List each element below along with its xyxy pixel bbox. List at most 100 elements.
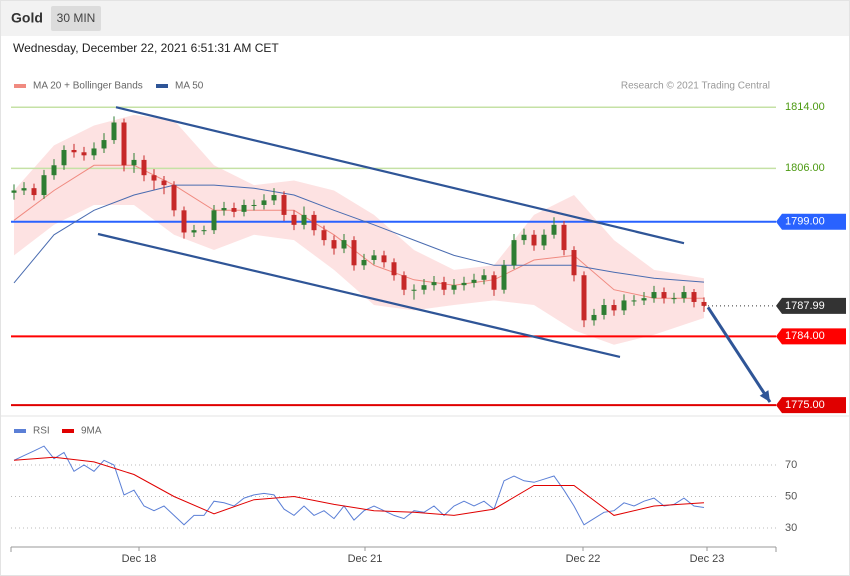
candle-body <box>341 240 347 249</box>
candle-body <box>431 282 437 286</box>
candle-body <box>201 230 207 232</box>
candle-body <box>391 262 397 276</box>
candle-body <box>621 300 627 311</box>
candle-body <box>591 314 597 321</box>
candle-body <box>211 210 217 231</box>
candle-body <box>291 214 297 225</box>
arrow-head <box>759 390 770 402</box>
candle-body <box>451 285 457 290</box>
y-tick-label: 70 <box>785 459 797 471</box>
candle-body <box>81 152 87 156</box>
candle-body <box>581 275 587 321</box>
candle-body <box>601 305 607 315</box>
x-tick-label: Dec 21 <box>348 553 383 565</box>
candle-body <box>521 234 527 241</box>
header-bar <box>1 1 849 36</box>
candle-body <box>181 210 187 233</box>
candle-body <box>41 175 47 196</box>
candle-body <box>471 279 477 283</box>
level-label: 1814.00 <box>785 101 825 113</box>
candle-body <box>231 208 237 212</box>
interval-badge[interactable] <box>51 6 101 31</box>
candle-body <box>441 282 447 290</box>
candle-body <box>551 224 557 235</box>
candle-body <box>381 255 387 263</box>
legend-label: 9MA <box>81 426 102 437</box>
candle-body <box>701 301 707 306</box>
candle-body <box>501 265 507 290</box>
level-box <box>776 397 846 414</box>
legend-swatch <box>14 84 26 88</box>
candle-body <box>241 204 247 212</box>
candle-body <box>511 240 517 266</box>
y-tick-label: 30 <box>785 522 797 534</box>
level-box <box>776 328 846 345</box>
level-label: 1787.99 <box>785 300 825 312</box>
candle-body <box>681 292 687 299</box>
candle-body <box>111 122 117 141</box>
candle-body <box>571 250 577 276</box>
level-label: 1784.00 <box>785 330 825 342</box>
y-tick-label: 50 <box>785 490 797 502</box>
candle-body <box>141 159 147 176</box>
candle-body <box>31 188 37 196</box>
level-label: 1806.00 <box>785 162 825 174</box>
candle-body <box>161 180 167 186</box>
candle-body <box>191 230 197 233</box>
candle-body <box>371 255 377 260</box>
legend-swatch <box>156 84 168 88</box>
candle-body <box>21 188 27 191</box>
candle-body <box>261 200 267 205</box>
candle-body <box>541 234 547 246</box>
channel-line <box>115 106 685 245</box>
candle-body <box>411 289 417 291</box>
legend-label: RSI <box>33 426 50 437</box>
candle-body <box>651 292 657 299</box>
candle-body <box>401 275 407 290</box>
candle-body <box>561 224 567 251</box>
candle-body <box>671 298 677 300</box>
candle-body <box>491 275 497 290</box>
candle-body <box>91 148 97 156</box>
legend-label: MA 50 <box>175 81 204 92</box>
candle-body <box>71 149 77 153</box>
candle-body <box>271 195 277 201</box>
candle-body <box>611 305 617 311</box>
x-tick-label: Dec 23 <box>690 553 725 565</box>
legend-swatch <box>14 429 26 433</box>
candle-body <box>421 285 427 290</box>
legend-swatch <box>62 429 74 433</box>
candle-body <box>121 122 127 166</box>
candle-body <box>251 204 257 206</box>
timestamp: Wednesday, December 22, 2021 6:51:31 AM … <box>13 41 279 55</box>
x-tick-label: Dec 22 <box>566 553 601 565</box>
candle-body <box>281 195 287 215</box>
candle-body <box>331 240 337 249</box>
series-line <box>13 445 705 526</box>
legend-label: MA 20 + Bollinger Bands <box>33 81 143 92</box>
forecast-arrow <box>706 306 772 403</box>
candle-body <box>531 234 537 246</box>
bollinger-band <box>14 114 704 345</box>
candle-body <box>131 159 137 166</box>
candle-body <box>61 149 67 166</box>
candle-body <box>301 214 307 225</box>
channel-line <box>97 232 621 359</box>
candle-body <box>11 190 17 193</box>
candle-body <box>661 292 667 299</box>
interval[interactable]: 30 MIN <box>57 11 96 25</box>
title: Gold <box>11 10 43 26</box>
candle-body <box>481 275 487 280</box>
candle-body <box>641 298 647 301</box>
level-box <box>776 213 846 230</box>
candle-body <box>221 208 227 211</box>
candle-body <box>151 175 157 181</box>
candle-body <box>461 282 467 286</box>
candle-body <box>321 230 327 241</box>
candle-body <box>101 140 107 149</box>
series-line <box>13 184 705 284</box>
level-box <box>776 297 846 314</box>
x-tick-label: Dec 18 <box>122 553 157 565</box>
candle-body <box>631 300 637 302</box>
